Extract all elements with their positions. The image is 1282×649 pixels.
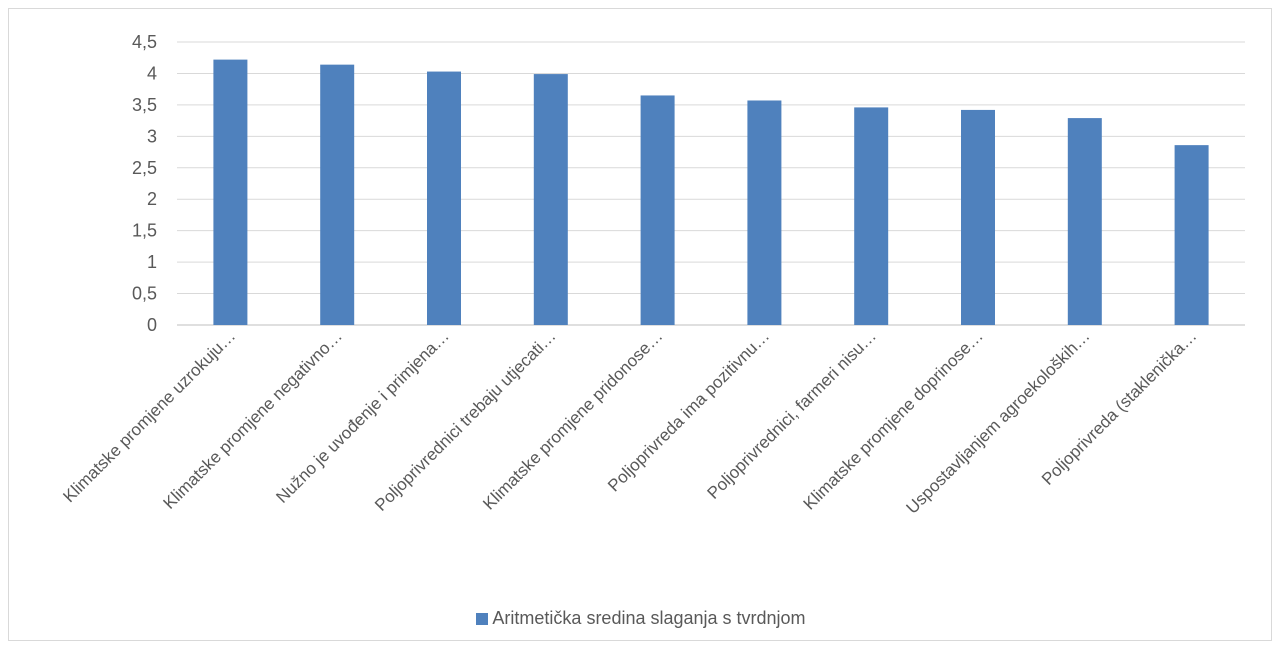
x-category-label: Uspostavljanjem agroekoloških… [902, 326, 1093, 517]
x-category-label: Poljoprivrednici trebaju utjecati… [371, 326, 559, 514]
gridlines [177, 41, 1245, 326]
y-tick-label: 3 [147, 126, 157, 146]
legend: Aritmetička sredina slaganja s tvrdnjom [0, 608, 1282, 629]
bar [1174, 145, 1209, 325]
x-category-label: Klimatske promjene pridonose… [479, 326, 666, 513]
x-category-label: Poljoprivrednici, farmeri nisu… [704, 326, 880, 502]
x-axis-category-labels: Klimatske promjene uzrokuju…Klimatske pr… [59, 326, 1200, 517]
x-category-label: Klimatske promjene uzrokuju… [59, 326, 239, 506]
bars [213, 59, 1209, 326]
bar [961, 109, 995, 325]
y-axis-tick-labels: 0 0,5 1 1,5 2 2,5 3 3,5 4 4,5 [132, 32, 157, 335]
y-tick-label: 2 [147, 189, 157, 209]
y-tick-label: 3,5 [132, 95, 157, 115]
x-category-label: Nužno je uvođenje i primjena… [272, 326, 452, 506]
x-category-label: Klimatske promjene negativno… [160, 326, 346, 512]
bar [427, 71, 461, 326]
y-tick-label: 4 [147, 63, 157, 83]
legend-swatch [476, 613, 489, 625]
y-tick-label: 1,5 [132, 221, 157, 241]
bar [533, 74, 568, 325]
bar [747, 100, 782, 325]
bar [320, 64, 355, 325]
bar [854, 107, 889, 325]
bar [213, 59, 248, 326]
bar [1067, 118, 1102, 326]
y-tick-label: 0 [147, 315, 157, 335]
x-category-label: Klimatske promjene doprinose… [800, 326, 987, 513]
y-tick-label: 0,5 [132, 284, 157, 304]
y-tick-label: 4,5 [132, 32, 157, 52]
legend-label: Aritmetička sredina slaganja s tvrdnjom [492, 608, 806, 628]
y-tick-label: 2,5 [132, 158, 157, 178]
bar [640, 95, 675, 325]
y-tick-label: 1 [147, 252, 157, 272]
